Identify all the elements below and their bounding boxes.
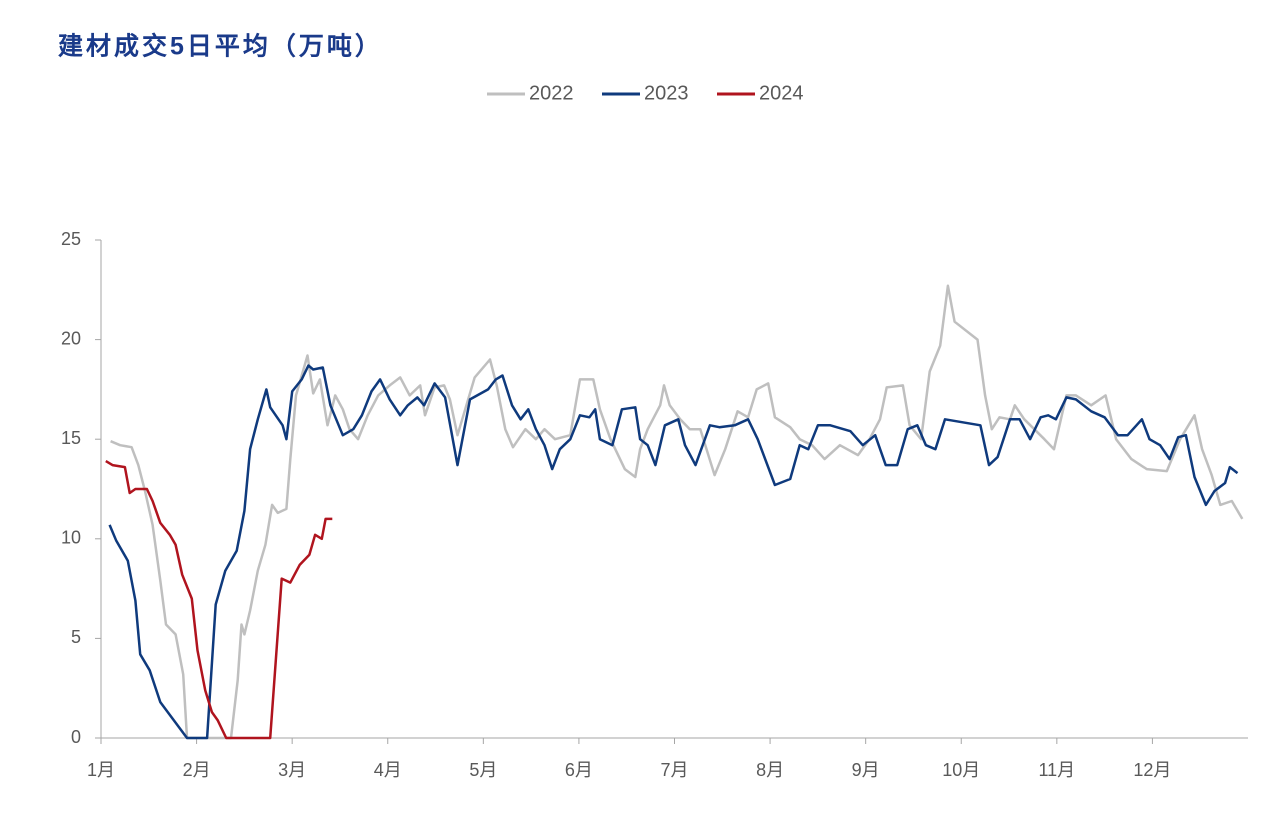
x-tick-label: 12月 [1133,760,1171,780]
series-line [105,460,333,740]
y-tick-label: 20 [61,328,81,348]
legend-label: 2024 [759,82,804,104]
y-tick-label: 5 [71,627,81,647]
x-tick-label: 11月 [1038,760,1075,780]
series-line [110,284,1244,740]
series-line [108,364,1239,740]
x-tick-label: 3月 [278,760,306,780]
x-tick-label: 7月 [660,760,688,780]
x-tick-label: 6月 [565,760,593,780]
x-tick-label: 4月 [374,760,402,780]
legend-label: 2023 [644,82,689,104]
x-tick-label: 9月 [852,760,880,780]
y-tick-label: 0 [71,727,81,747]
y-tick-label: 15 [61,428,81,448]
chart-title: 建材成交5日平均（万吨） [58,32,383,61]
x-tick-label: 1月 [87,760,115,780]
x-tick-label: 2月 [183,760,211,780]
x-tick-label: 10月 [942,760,980,780]
y-tick-label: 25 [61,229,81,249]
legend-label: 2022 [529,82,574,104]
x-tick-label: 5月 [469,760,497,780]
x-tick-label: 8月 [756,760,784,780]
y-tick-label: 10 [61,528,81,548]
